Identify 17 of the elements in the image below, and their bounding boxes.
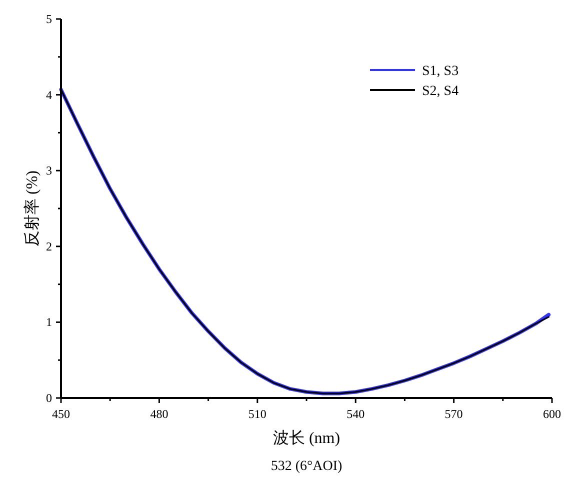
legend-label: S2, S4	[422, 84, 459, 99]
x-tick-label: 600	[543, 407, 561, 421]
y-tick-label: 3	[46, 164, 52, 178]
x-tick-label: 540	[346, 407, 365, 421]
x-axis-title: 波长 (nm)	[272, 429, 340, 447]
x-tick-label: 570	[444, 407, 463, 421]
y-tick-label: 4	[46, 88, 52, 102]
y-tick-label: 0	[46, 391, 52, 405]
text: 532 (6°AOI)	[270, 459, 342, 474]
y-tick-label: 5	[46, 12, 52, 26]
x-tick-label: 510	[248, 407, 266, 421]
y-axis-title: 反射率 (%)	[23, 170, 41, 246]
legend-label: S1, S3	[422, 64, 459, 79]
y-tick-label: 1	[46, 315, 52, 330]
x-tick-label: 480	[150, 407, 168, 421]
x-tick-label: 450	[52, 407, 70, 421]
y-tick-label: 2	[46, 239, 52, 254]
